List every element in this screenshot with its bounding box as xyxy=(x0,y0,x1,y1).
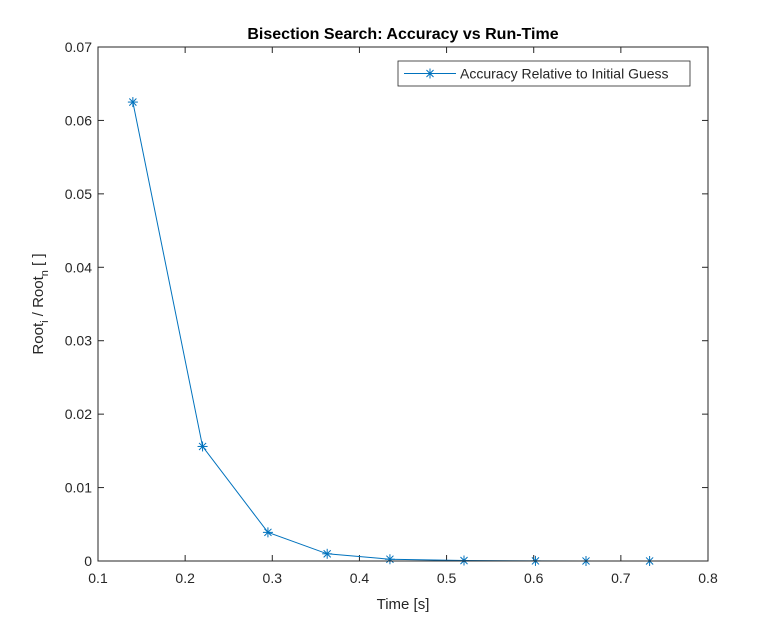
data-point-marker xyxy=(262,527,273,538)
y-label-sub-n: n xyxy=(39,270,51,276)
x-axis-label: Time [s] xyxy=(377,596,430,613)
x-tick-label: 0.8 xyxy=(698,570,718,586)
chart-title: Bisection Search: Accuracy vs Run-Time xyxy=(247,26,558,43)
data-point-marker xyxy=(127,97,138,108)
y-axis-label: Rooti / Rootn [ ] xyxy=(30,253,51,354)
legend-marker-glyph xyxy=(425,68,435,79)
y-tick-label: 0.05 xyxy=(65,186,92,202)
y-tick-label: 0.03 xyxy=(65,333,92,349)
plot-area xyxy=(98,47,708,561)
y-tick-label: 0.01 xyxy=(65,480,92,496)
y-label-sep: / xyxy=(30,308,47,321)
y-label-unit: [ ] xyxy=(30,253,47,270)
x-tick-label: 0.2 xyxy=(175,570,195,586)
x-axis-ticks: 0.1 0.2 0.3 0.4 0.5 0.6 0.7 0.8 xyxy=(88,47,718,586)
y-axis-ticks: 0 0.01 0.02 0.03 0.04 0.05 0.06 0.07 xyxy=(65,39,708,569)
x-tick-label: 0.3 xyxy=(263,570,283,586)
x-tick-label: 0.6 xyxy=(524,570,544,586)
x-tick-label: 0.7 xyxy=(611,570,631,586)
data-point-marker xyxy=(322,548,333,559)
y-label-root-i: Root xyxy=(30,322,47,355)
y-tick-label: 0.07 xyxy=(65,39,92,55)
legend-entry-label: Accuracy Relative to Initial Guess xyxy=(460,66,669,82)
y-label-sub-i: i xyxy=(39,320,51,322)
data-point-marker xyxy=(384,554,395,565)
y-tick-label: 0 xyxy=(84,553,92,569)
x-tick-label: 0.4 xyxy=(350,570,370,586)
axes-box xyxy=(97,46,709,562)
y-tick-label: 0.04 xyxy=(65,259,92,275)
y-label-root-n: Root xyxy=(30,275,47,308)
x-tick-label: 0.1 xyxy=(88,570,108,586)
data-point-marker xyxy=(197,441,208,452)
y-tick-label: 0.02 xyxy=(65,406,92,422)
legend-asterisk-marker xyxy=(425,68,435,79)
x-tick-label: 0.5 xyxy=(437,570,457,586)
y-tick-label: 0.06 xyxy=(65,112,92,128)
legend: Accuracy Relative to Initial Guess xyxy=(397,60,691,87)
